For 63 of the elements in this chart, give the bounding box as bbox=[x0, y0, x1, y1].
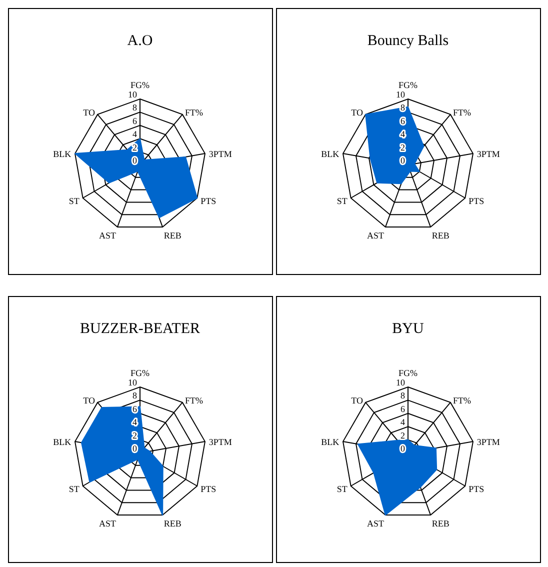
spoke-label: REB bbox=[432, 518, 450, 529]
spoke-label: 3PTM bbox=[208, 436, 232, 447]
spoke-label: REB bbox=[164, 230, 182, 241]
y-tick-label: 6 bbox=[132, 404, 138, 414]
chart-title: BYU bbox=[392, 321, 424, 337]
spoke-label: TO bbox=[351, 395, 364, 406]
spoke-label: FT% bbox=[184, 107, 204, 118]
y-tick-label: 4 bbox=[400, 129, 406, 140]
y-tick-label: 6 bbox=[400, 404, 406, 414]
spoke-label: TO bbox=[83, 395, 96, 406]
y-tick-label: 10 bbox=[128, 90, 138, 100]
spoke-label: TO bbox=[351, 107, 364, 118]
spoke-label: AST bbox=[99, 518, 117, 529]
spoke-label: AST bbox=[367, 230, 385, 241]
spoke-label: REB bbox=[432, 230, 450, 241]
spoke-label: 3PTM bbox=[476, 148, 500, 159]
y-tick-label: 0 bbox=[132, 156, 138, 166]
y-tick-label: 6 bbox=[132, 116, 138, 126]
chart-title: BUZZER-BEATER bbox=[80, 321, 200, 337]
spoke-label: FG% bbox=[130, 368, 150, 378]
spoke-label: BLK bbox=[53, 436, 72, 447]
spoke-label: ST bbox=[68, 484, 80, 494]
spoke-label: ST bbox=[336, 484, 348, 494]
spoke-label: BLK bbox=[321, 148, 340, 159]
spoke-label: ST bbox=[336, 196, 348, 206]
y-tick-label: 4 bbox=[132, 129, 138, 140]
spoke-label: BLK bbox=[53, 148, 72, 159]
y-tick-label: 0 bbox=[400, 156, 406, 166]
chart-title: Bouncy Balls bbox=[367, 33, 449, 49]
spoke-label: PTS bbox=[200, 484, 216, 494]
y-tick-label: 2 bbox=[400, 142, 405, 152]
y-tick-label: 2 bbox=[132, 430, 137, 440]
y-tick-label: 0 bbox=[132, 444, 138, 454]
spoke-label: AST bbox=[367, 518, 385, 529]
spoke-label: BLK bbox=[321, 436, 340, 447]
spoke-label: AST bbox=[99, 230, 117, 241]
spoke-label: 3PTM bbox=[476, 436, 500, 447]
spoke-label: PTS bbox=[468, 196, 484, 206]
spoke-label: PTS bbox=[468, 484, 484, 494]
y-tick-label: 6 bbox=[400, 116, 406, 126]
y-tick-label: 8 bbox=[132, 390, 138, 401]
y-tick-label: 0 bbox=[400, 444, 406, 454]
spoke-label: 3PTM bbox=[208, 148, 232, 159]
spoke-label: FT% bbox=[452, 107, 472, 118]
y-tick-label: 10 bbox=[396, 90, 406, 100]
y-tick-label: 8 bbox=[400, 390, 406, 401]
spoke-label: ST bbox=[68, 196, 80, 206]
spoke-label: FT% bbox=[452, 395, 472, 406]
spoke-label: FT% bbox=[184, 395, 204, 406]
y-tick-label: 4 bbox=[400, 417, 406, 428]
y-tick-label: 8 bbox=[132, 102, 138, 113]
spoke-label: TO bbox=[83, 107, 96, 118]
spoke-label: FG% bbox=[398, 80, 418, 90]
y-tick-label: 10 bbox=[128, 378, 138, 388]
spoke-label: PTS bbox=[200, 196, 216, 206]
spoke-label: REB bbox=[164, 518, 182, 529]
y-tick-label: 2 bbox=[132, 142, 137, 152]
spoke-label: FG% bbox=[398, 368, 418, 378]
y-tick-label: 4 bbox=[132, 417, 138, 428]
y-tick-label: 2 bbox=[400, 430, 405, 440]
chart-title: A.O bbox=[127, 33, 153, 49]
spoke-label: FG% bbox=[130, 80, 150, 90]
y-tick-label: 10 bbox=[396, 378, 406, 388]
